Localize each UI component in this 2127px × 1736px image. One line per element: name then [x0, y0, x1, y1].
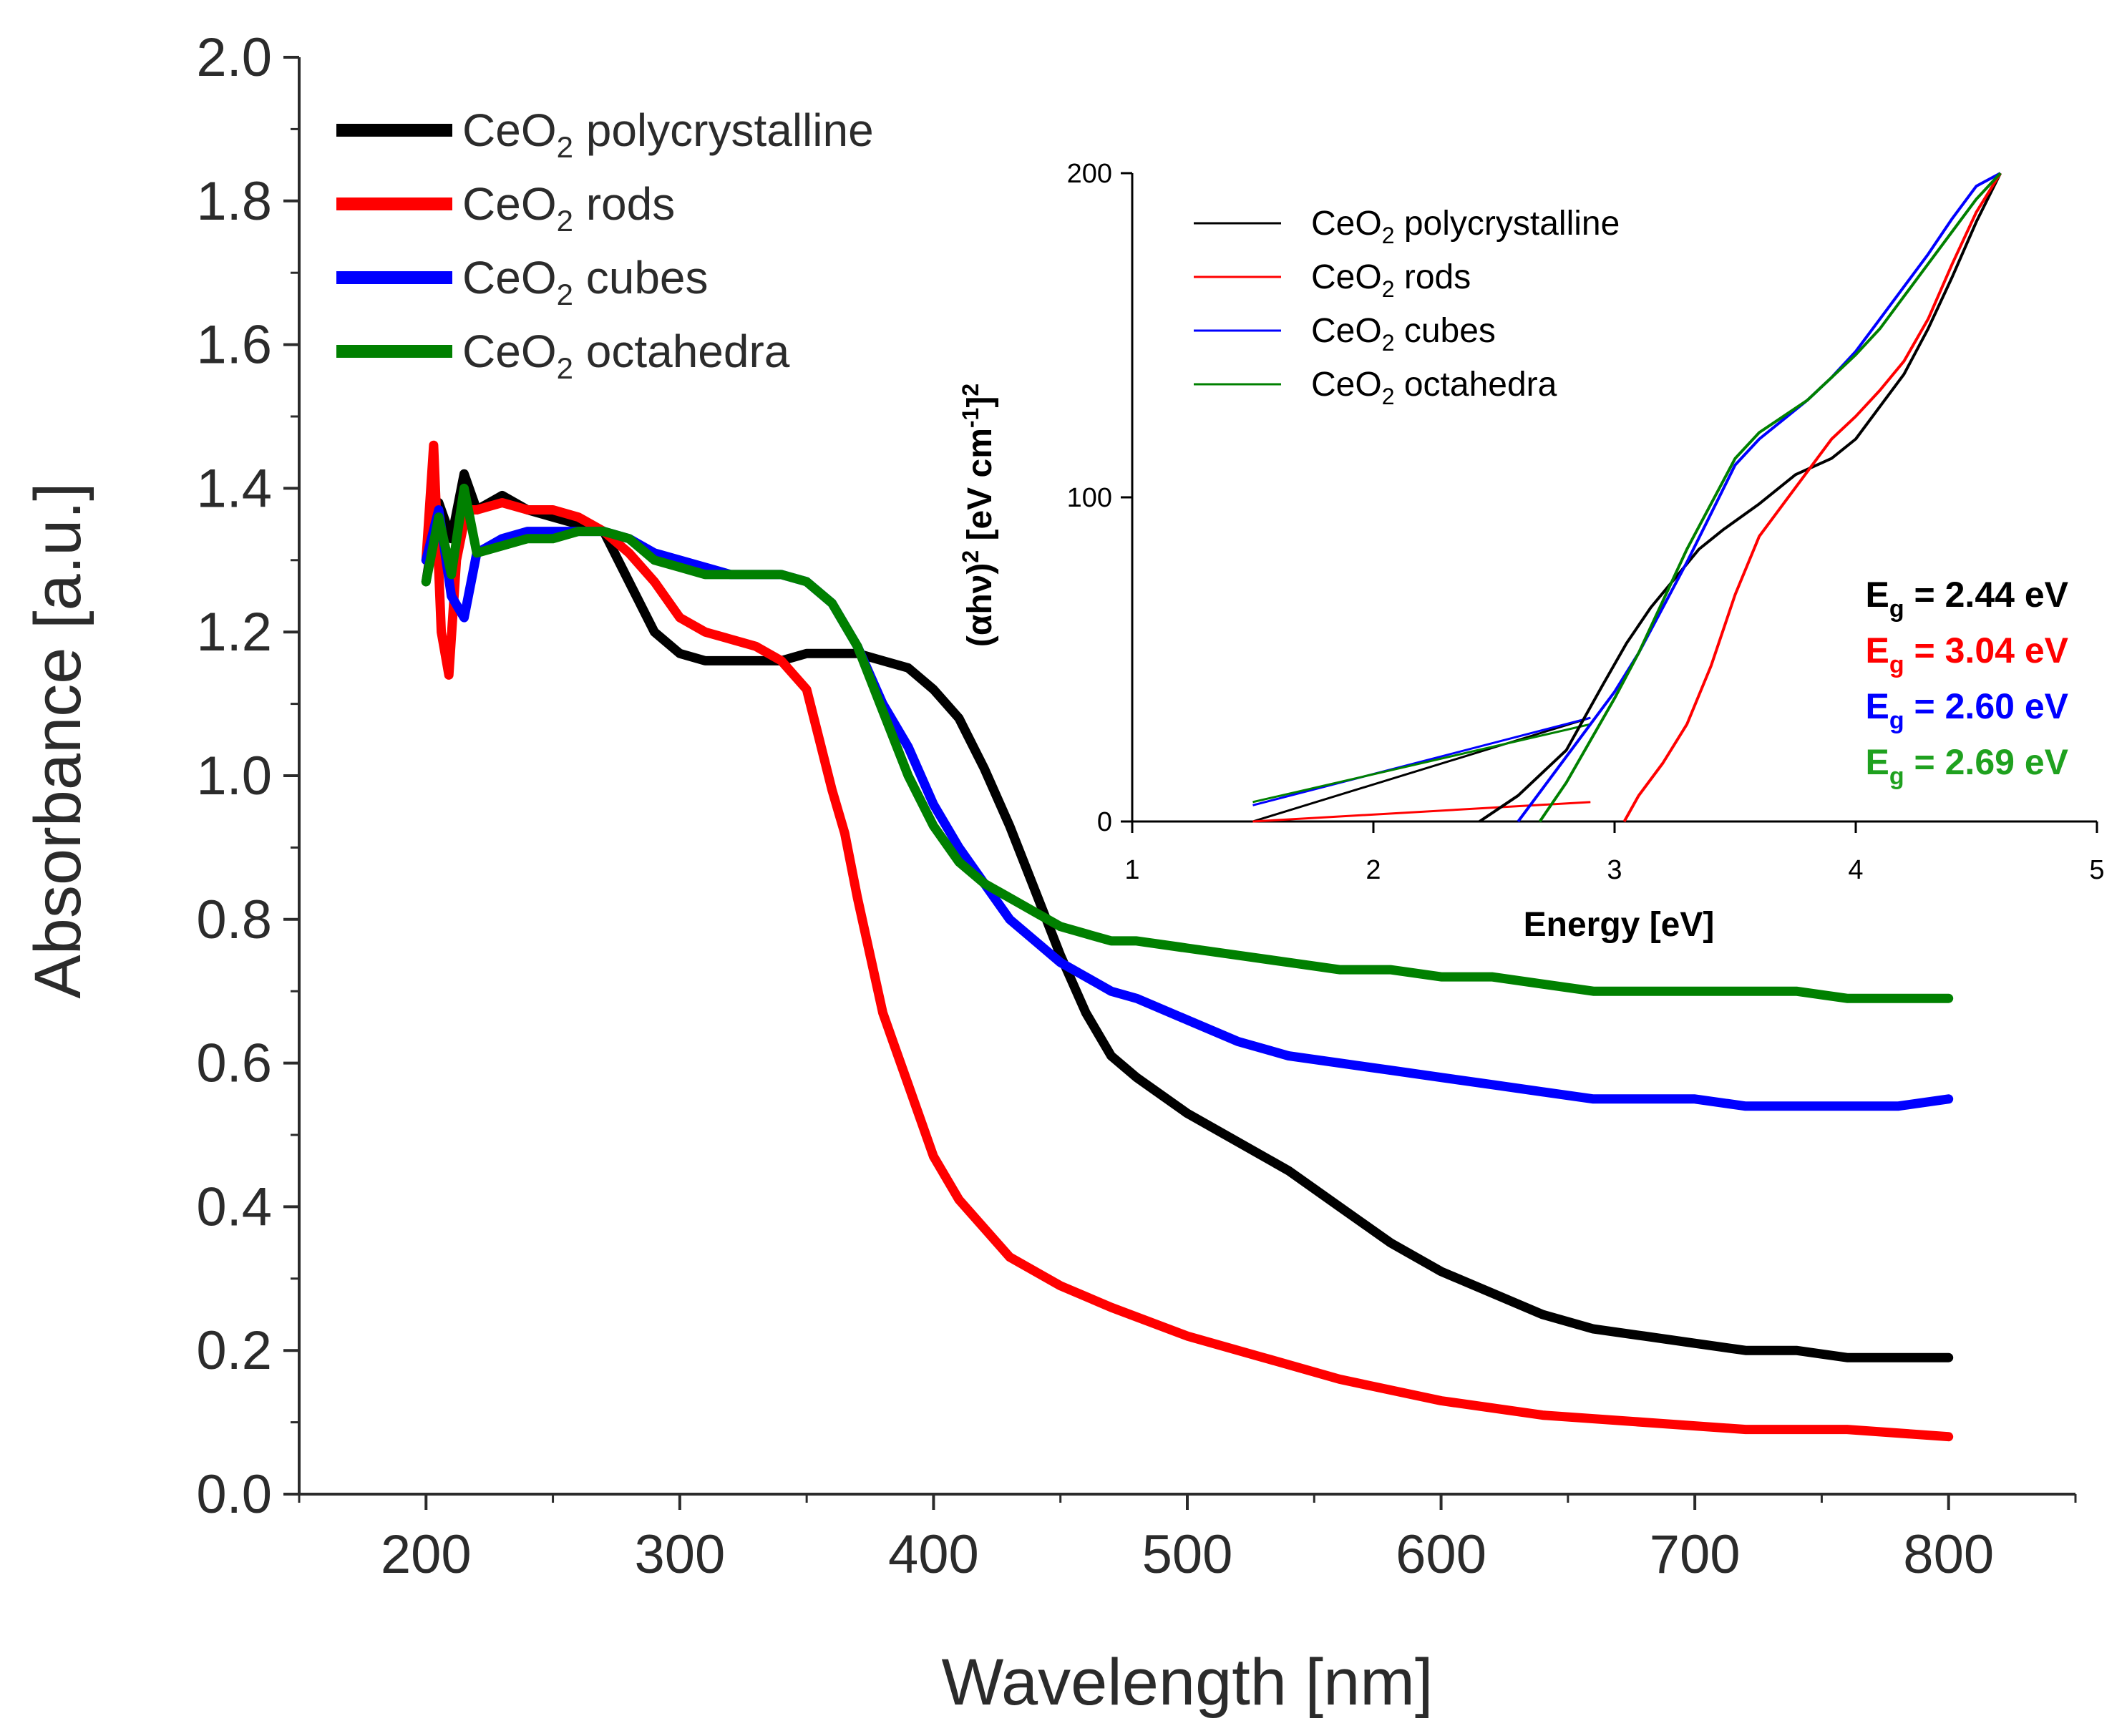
main-y-tick-label: 1.8 [196, 171, 272, 232]
inset-y-title-text: ] [961, 396, 999, 408]
main-series-line-ceo2-cubes [421, 505, 1954, 1111]
main-x-tick-label: 500 [1142, 1524, 1233, 1585]
bandgap-symbol: E [1866, 742, 1889, 782]
inset-legend-label-ceo2-rods: CeO2 rods [1311, 258, 1471, 302]
legend-text: CeO [462, 252, 557, 303]
legend-text: CeO [1311, 366, 1382, 404]
legend-subscript: 2 [557, 278, 573, 311]
bandgap-annotation: Eg = 2.69 eV [1866, 742, 2069, 790]
inset-x-tick-label: 1 [1124, 855, 1139, 885]
inset-x-tick-label: 3 [1607, 855, 1622, 885]
bandgap-value: = 3.04 eV [1904, 630, 2069, 670]
legend-subscript: 2 [557, 204, 573, 238]
inset-y-title-superscript: 2 [958, 550, 983, 563]
inset-series-line-ceo2-rods [1622, 172, 2002, 822]
inset-tangent-line [1252, 716, 1591, 823]
inset-y-title-text: [eV cm [961, 428, 999, 550]
main-y-tick-label: 1.0 [196, 746, 272, 806]
main-y-tick-label: 0.6 [196, 1033, 272, 1094]
main-legend-label-ceo2-cubes: CeO2 cubes [462, 252, 709, 311]
inset-y-title-superscript: -1 [958, 408, 983, 428]
legend-text: CeO [462, 104, 557, 156]
bandgap-symbol: E [1866, 630, 1889, 670]
inset-series-line-ceo2-polycrystalline [1479, 172, 2002, 823]
main-legend-label-ceo2-octahedra: CeO2 octahedra [462, 326, 790, 385]
legend-subscript: 2 [557, 130, 573, 164]
inset-legend-label-ceo2-polycrystalline: CeO2 polycrystalline [1311, 205, 1620, 248]
legend-subscript: 2 [1382, 384, 1395, 409]
inset-y-title-text: (αhν) [961, 563, 999, 648]
main-x-tick-label: 600 [1396, 1524, 1486, 1585]
main-x-tick-label: 800 [1903, 1524, 1994, 1585]
legend-subscript: 2 [1382, 223, 1395, 248]
bandgap-value: = 2.44 eV [1904, 575, 2069, 615]
main-y-tick-label: 0.0 [196, 1464, 272, 1525]
main-x-tick-label: 200 [381, 1524, 472, 1585]
main-legend-label-ceo2-polycrystalline: CeO2 polycrystalline [462, 104, 874, 164]
inset-tangent-line [1252, 723, 1591, 804]
legend-subscript: 2 [1382, 276, 1395, 302]
bandgap-symbol: E [1866, 686, 1889, 726]
legend-text: CeO [1311, 312, 1382, 350]
main-x-axis-title: Wavelength [nm] [942, 1646, 1434, 1719]
bandgap-value: = 2.69 eV [1904, 742, 2069, 782]
inset-series-line-ceo2-cubes [1517, 172, 2002, 823]
bandgap-value: = 2.60 eV [1904, 686, 2069, 726]
legend-text: CeO [1311, 258, 1382, 296]
legend-text: rods [573, 178, 675, 230]
inset-legend-label-ceo2-octahedra: CeO2 octahedra [1311, 366, 1557, 409]
main-x-tick-label: 700 [1650, 1524, 1741, 1585]
inset-y-tick-label: 100 [1067, 483, 1112, 513]
inset-tangent-line [1252, 801, 1591, 823]
bandgap-subscript: g [1889, 595, 1904, 623]
main-x-tick-label: 400 [888, 1524, 979, 1585]
main-y-tick-label: 1.4 [196, 458, 272, 519]
main-y-axis-title: Absorbance [a.u.] [21, 482, 94, 998]
inset-y-axis-title: (αhν)2 [eV cm-1]2 [958, 384, 999, 647]
legend-text: cubes [573, 252, 709, 303]
inset-y-title-superscript: 2 [958, 384, 983, 396]
bandgap-annotation: Eg = 2.44 eV [1866, 575, 2069, 623]
main-series-line-ceo2-rods [421, 440, 1954, 1442]
inset-x-axis-title: Energy [eV] [1524, 906, 1715, 944]
legend-text: polycrystalline [573, 104, 874, 156]
main-x-tick-label: 300 [634, 1524, 725, 1585]
legend-subscript: 2 [557, 351, 573, 385]
legend-text: polycrystalline [1395, 205, 1620, 243]
main-y-tick-label: 0.2 [196, 1320, 272, 1381]
bandgap-symbol: E [1866, 575, 1889, 615]
bandgap-subscript: g [1889, 763, 1904, 790]
main-legend-label-ceo2-rods: CeO2 rods [462, 178, 675, 238]
bandgap-annotation: Eg = 2.60 eV [1866, 686, 2069, 734]
main-y-tick-label: 1.2 [196, 602, 272, 663]
main-y-tick-label: 1.6 [196, 315, 272, 376]
legend-text: octahedra [1395, 366, 1557, 404]
bandgap-annotation: Eg = 3.04 eV [1866, 630, 2069, 678]
legend-text: CeO [462, 326, 557, 377]
main-series-line-ceo2-polycrystalline [421, 469, 1954, 1362]
inset-tangent-line [1252, 716, 1591, 806]
legend-text: rods [1395, 258, 1471, 296]
inset-series-line-ceo2-octahedra [1538, 172, 2002, 823]
inset-legend-label-ceo2-cubes: CeO2 cubes [1311, 312, 1496, 356]
legend-text: cubes [1395, 312, 1496, 350]
inset-x-tick-label: 4 [1848, 855, 1863, 885]
main-series-line-ceo2-octahedra [421, 483, 1954, 1003]
legend-text: CeO [1311, 205, 1382, 243]
main-y-tick-label: 0.8 [196, 889, 272, 950]
inset-y-tick-label: 200 [1067, 159, 1112, 189]
main-y-tick-label: 2.0 [196, 27, 272, 88]
inset-x-tick-label: 2 [1366, 855, 1381, 885]
legend-subscript: 2 [1382, 330, 1395, 356]
inset-x-tick-label: 5 [2089, 855, 2104, 885]
bandgap-subscript: g [1889, 707, 1904, 734]
inset-y-tick-label: 0 [1097, 807, 1112, 837]
main-y-tick-label: 0.4 [196, 1176, 272, 1237]
bandgap-subscript: g [1889, 651, 1904, 678]
legend-text: octahedra [573, 326, 790, 377]
legend-text: CeO [462, 178, 557, 230]
